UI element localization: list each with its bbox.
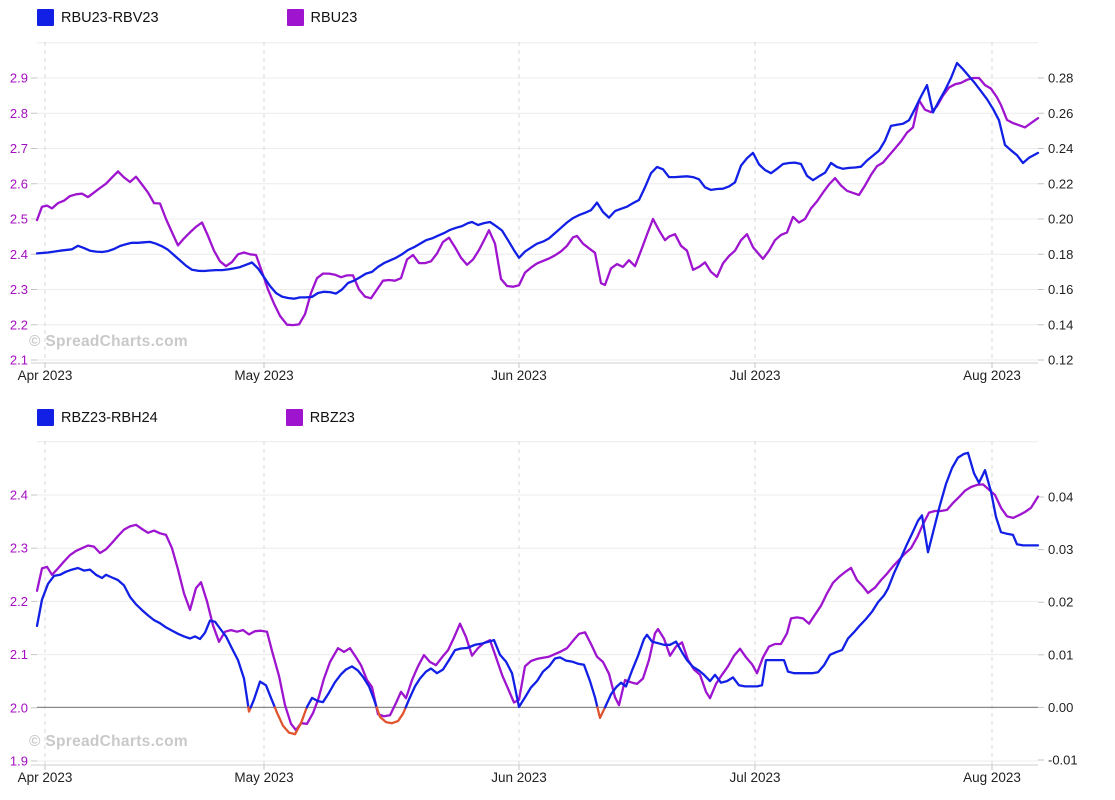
- x-axis-label: Jun 2023: [491, 770, 547, 785]
- right-axis-tick-label: -0.01: [1048, 753, 1078, 768]
- x-axis-label: Jul 2023: [729, 770, 780, 785]
- right-axis-tick-label: 0.01: [1048, 647, 1073, 662]
- series-RBZ23-RBH24-negative: [247, 706, 252, 713]
- left-axis-tick-label: 2.1: [10, 647, 28, 662]
- right-axis-tick-label: 0.22: [1048, 176, 1073, 191]
- left-axis-tick-label: 2.5: [10, 212, 28, 227]
- series-RBZ23-RBH24: [35, 566, 250, 709]
- x-axis-label: Jun 2023: [491, 368, 547, 383]
- right-axis-tick-label: 0.24: [1048, 141, 1073, 156]
- legend-top: RBU23-RBV23 RBU23: [37, 9, 357, 26]
- series-RBZ23-RBH24: [249, 680, 277, 709]
- legend-item-rbz23[interactable]: RBZ23: [285, 409, 355, 426]
- x-axis-label: May 2023: [234, 770, 293, 785]
- x-axis-label: Aug 2023: [963, 770, 1021, 785]
- left-axis-tick-label: 2.2: [10, 594, 28, 609]
- left-axis-tick-label: 2.8: [10, 106, 28, 121]
- x-axis-label: Apr 2023: [18, 368, 73, 383]
- series-RBU23-RBV23: [35, 61, 1040, 300]
- right-axis-tick-label: 0.16: [1048, 282, 1073, 297]
- right-axis-tick-label: 0.20: [1048, 212, 1073, 227]
- series-RBU23: [35, 76, 1040, 327]
- watermark: © SpreadCharts.com: [29, 333, 188, 350]
- right-axis-tick-label: 0.04: [1048, 490, 1073, 505]
- series-RBZ23: [35, 483, 1040, 732]
- x-axis-label: Jul 2023: [729, 368, 780, 383]
- legend-item-rbz23-rbh24[interactable]: RBZ23-RBH24: [37, 409, 158, 426]
- legend-swatch-purple-icon: [285, 409, 303, 426]
- series-RBZ23-RBH24: [305, 665, 378, 709]
- right-axis-tick-label: 0.18: [1048, 247, 1073, 262]
- left-axis-tick-label: 2.6: [10, 176, 28, 191]
- watermark: © SpreadCharts.com: [29, 733, 188, 750]
- legend-item-rbu23-rbv23[interactable]: RBU23-RBV23: [37, 9, 159, 26]
- series-RBZ23-RBH24-negative: [375, 706, 407, 725]
- series-RBZ23-RBH24-negative: [596, 706, 607, 720]
- x-axis-label: May 2023: [234, 368, 293, 383]
- series-RBZ23-RBH24: [404, 638, 599, 709]
- x-axis-label: Apr 2023: [18, 770, 73, 785]
- left-axis-tick-label: 2.1: [10, 353, 28, 368]
- legend-label: RBZ23: [309, 409, 355, 426]
- left-axis-tick-label: 2.2: [10, 317, 28, 332]
- right-axis-tick-label: 0.12: [1048, 353, 1073, 368]
- left-axis-tick-label: 2.4: [10, 247, 28, 262]
- series-RBZ23-RBH24-negative: [273, 706, 308, 736]
- left-axis-tick-label: 2.3: [10, 541, 28, 556]
- right-axis-tick-label: 0.26: [1048, 106, 1073, 121]
- right-axis-tick-label: 0.14: [1048, 317, 1073, 332]
- legend-swatch-purple-icon: [286, 9, 304, 26]
- right-axis-tick-label: 0.02: [1048, 595, 1073, 610]
- right-axis-tick-label: 0.28: [1048, 71, 1073, 86]
- right-axis-tick-label: 0.00: [1048, 700, 1073, 715]
- left-axis-tick-label: 1.9: [10, 754, 28, 769]
- legend-bottom: RBZ23-RBH24 RBZ23: [37, 409, 355, 426]
- left-axis-tick-label: 2.0: [10, 700, 28, 715]
- left-axis-tick-label: 2.3: [10, 282, 28, 297]
- legend-swatch-blue-icon: [37, 409, 54, 426]
- x-axis-label: Aug 2023: [963, 368, 1021, 383]
- right-axis-tick-label: 0.03: [1048, 542, 1073, 557]
- legend-label: RBU23-RBV23: [61, 9, 159, 26]
- legend-item-rbu23[interactable]: RBU23: [286, 9, 358, 26]
- legend-label: RBZ23-RBH24: [61, 409, 158, 426]
- left-axis-tick-label: 2.7: [10, 141, 28, 156]
- left-axis-tick-label: 2.9: [10, 71, 28, 86]
- series-RBZ23-RBH24: [603, 451, 1040, 709]
- legend-label: RBU23: [310, 9, 358, 26]
- legend-swatch-blue-icon: [37, 9, 54, 26]
- left-axis-tick-label: 2.4: [10, 488, 28, 503]
